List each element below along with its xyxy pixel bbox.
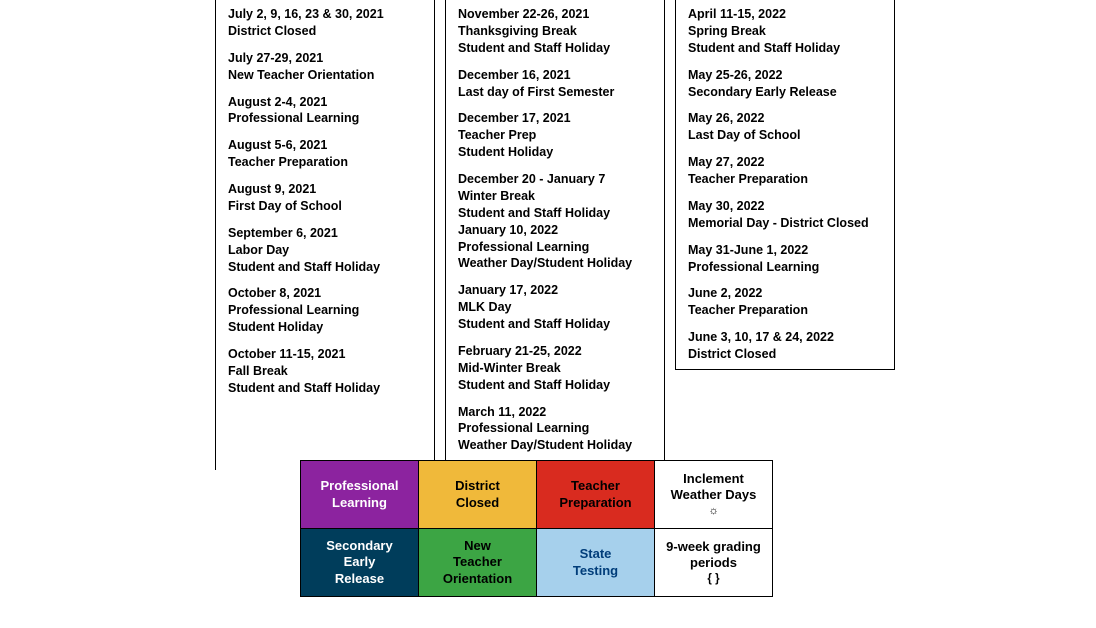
calendar-entry: February 21-25, 2022Mid-Winter BreakStud… <box>458 343 652 394</box>
calendar-entry: December 20 - January 7Winter BreakStude… <box>458 171 652 272</box>
legend-cell: 9-week gradingperiods{ } <box>655 529 773 597</box>
legend-cell: NewTeacherOrientation <box>419 529 537 597</box>
entry-line: June 3, 10, 17 & 24, 2022 <box>688 329 882 346</box>
entry-line: December 17, 2021 <box>458 110 652 127</box>
legend-cell: StateTesting <box>537 529 655 597</box>
column-1: July 2, 9, 16, 23 & 30, 2021District Clo… <box>215 0 435 470</box>
entry-line: Professional Learning <box>688 259 882 276</box>
entry-line: Fall Break <box>228 363 422 380</box>
entry-line: December 20 - January 7 <box>458 171 652 188</box>
entry-line: Professional Learning <box>228 302 422 319</box>
calendar-entry: May 30, 2022Memorial Day - District Clos… <box>688 198 882 232</box>
calendar-entry: August 5-6, 2021Teacher Preparation <box>228 137 422 171</box>
entry-line: August 5-6, 2021 <box>228 137 422 154</box>
entry-line: May 30, 2022 <box>688 198 882 215</box>
entry-line: Teacher Preparation <box>228 154 422 171</box>
calendar-entry: October 11-15, 2021Fall BreakStudent and… <box>228 346 422 397</box>
entry-line: May 31-June 1, 2022 <box>688 242 882 259</box>
calendar-entry: June 2, 2022Teacher Preparation <box>688 285 882 319</box>
entry-line: Professional Learning <box>458 239 652 256</box>
calendar-entry: August 2-4, 2021Professional Learning <box>228 94 422 128</box>
entry-line: Student Holiday <box>458 144 652 161</box>
entry-line: District Closed <box>688 346 882 363</box>
calendar-entry: July 27-29, 2021New Teacher Orientation <box>228 50 422 84</box>
entry-line: Last Day of School <box>688 127 882 144</box>
entry-line: Thanksgiving Break <box>458 23 652 40</box>
calendar-entry: May 27, 2022Teacher Preparation <box>688 154 882 188</box>
entry-line: January 10, 2022 <box>458 222 652 239</box>
entry-line: Student and Staff Holiday <box>228 259 422 276</box>
entry-line: Spring Break <box>688 23 882 40</box>
entry-line: New Teacher Orientation <box>228 67 422 84</box>
entry-line: Professional Learning <box>228 110 422 127</box>
entry-line: MLK Day <box>458 299 652 316</box>
entry-line: January 17, 2022 <box>458 282 652 299</box>
entry-line: July 2, 9, 16, 23 & 30, 2021 <box>228 6 422 23</box>
calendar-entry: December 16, 2021Last day of First Semes… <box>458 67 652 101</box>
entry-line: May 27, 2022 <box>688 154 882 171</box>
entry-line: Teacher Preparation <box>688 171 882 188</box>
calendar-entry: July 2, 9, 16, 23 & 30, 2021District Clo… <box>228 6 422 40</box>
entry-line: District Closed <box>228 23 422 40</box>
entry-line: February 21-25, 2022 <box>458 343 652 360</box>
calendar-entry: October 8, 2021Professional LearningStud… <box>228 285 422 336</box>
entry-line: August 2-4, 2021 <box>228 94 422 111</box>
legend-cell: DistrictClosed <box>419 461 537 529</box>
entry-line: March 11, 2022 <box>458 404 652 421</box>
entry-line: Teacher Preparation <box>688 302 882 319</box>
entry-line: Professional Learning <box>458 420 652 437</box>
legend-cell: ProfessionalLearning <box>301 461 419 529</box>
legend-body: ProfessionalLearningDistrictClosedTeache… <box>301 461 773 597</box>
calendar-entry: May 31-June 1, 2022Professional Learning <box>688 242 882 276</box>
calendar-entry: September 6, 2021Labor DayStudent and St… <box>228 225 422 276</box>
entry-line: Weather Day/Student Holiday <box>458 437 652 454</box>
column-3: April 11-15, 2022Spring BreakStudent and… <box>675 0 895 370</box>
column-2: November 22-26, 2021Thanksgiving BreakSt… <box>445 0 665 470</box>
entry-line: July 27-29, 2021 <box>228 50 422 67</box>
legend-cell: TeacherPreparation <box>537 461 655 529</box>
legend-table: ProfessionalLearningDistrictClosedTeache… <box>300 460 773 597</box>
calendar-entry: April 11-15, 2022Spring BreakStudent and… <box>688 6 882 57</box>
calendar-entry: November 22-26, 2021Thanksgiving BreakSt… <box>458 6 652 57</box>
entry-line: December 16, 2021 <box>458 67 652 84</box>
legend-cell: SecondaryEarlyRelease <box>301 529 419 597</box>
entry-line: Student and Staff Holiday <box>458 40 652 57</box>
entry-line: Weather Day/Student Holiday <box>458 255 652 272</box>
calendar-columns: July 2, 9, 16, 23 & 30, 2021District Clo… <box>215 0 895 470</box>
calendar-entry: May 26, 2022Last Day of School <box>688 110 882 144</box>
entry-line: Teacher Prep <box>458 127 652 144</box>
entry-line: Student and Staff Holiday <box>458 316 652 333</box>
entry-line: May 26, 2022 <box>688 110 882 127</box>
entry-line: Student and Staff Holiday <box>458 377 652 394</box>
entry-line: Secondary Early Release <box>688 84 882 101</box>
calendar-entry: March 11, 2022Professional LearningWeath… <box>458 404 652 455</box>
entry-line: Student and Staff Holiday <box>228 380 422 397</box>
entry-line: June 2, 2022 <box>688 285 882 302</box>
entry-line: Last day of First Semester <box>458 84 652 101</box>
entry-line: Labor Day <box>228 242 422 259</box>
legend-cell: InclementWeather Days☼ <box>655 461 773 529</box>
entry-line: May 25-26, 2022 <box>688 67 882 84</box>
calendar-entry: May 25-26, 2022Secondary Early Release <box>688 67 882 101</box>
entry-line: November 22-26, 2021 <box>458 6 652 23</box>
entry-line: First Day of School <box>228 198 422 215</box>
calendar-entry: August 9, 2021First Day of School <box>228 181 422 215</box>
entry-line: Winter Break <box>458 188 652 205</box>
entry-line: Mid-Winter Break <box>458 360 652 377</box>
entry-line: August 9, 2021 <box>228 181 422 198</box>
entry-line: September 6, 2021 <box>228 225 422 242</box>
calendar-entry: December 17, 2021Teacher PrepStudent Hol… <box>458 110 652 161</box>
entry-line: Student and Staff Holiday <box>458 205 652 222</box>
entry-line: April 11-15, 2022 <box>688 6 882 23</box>
entry-line: October 8, 2021 <box>228 285 422 302</box>
calendar-entry: June 3, 10, 17 & 24, 2022District Closed <box>688 329 882 363</box>
entry-line: Student and Staff Holiday <box>688 40 882 57</box>
entry-line: Memorial Day - District Closed <box>688 215 882 232</box>
calendar-entry: January 17, 2022MLK DayStudent and Staff… <box>458 282 652 333</box>
entry-line: Student Holiday <box>228 319 422 336</box>
entry-line: October 11-15, 2021 <box>228 346 422 363</box>
